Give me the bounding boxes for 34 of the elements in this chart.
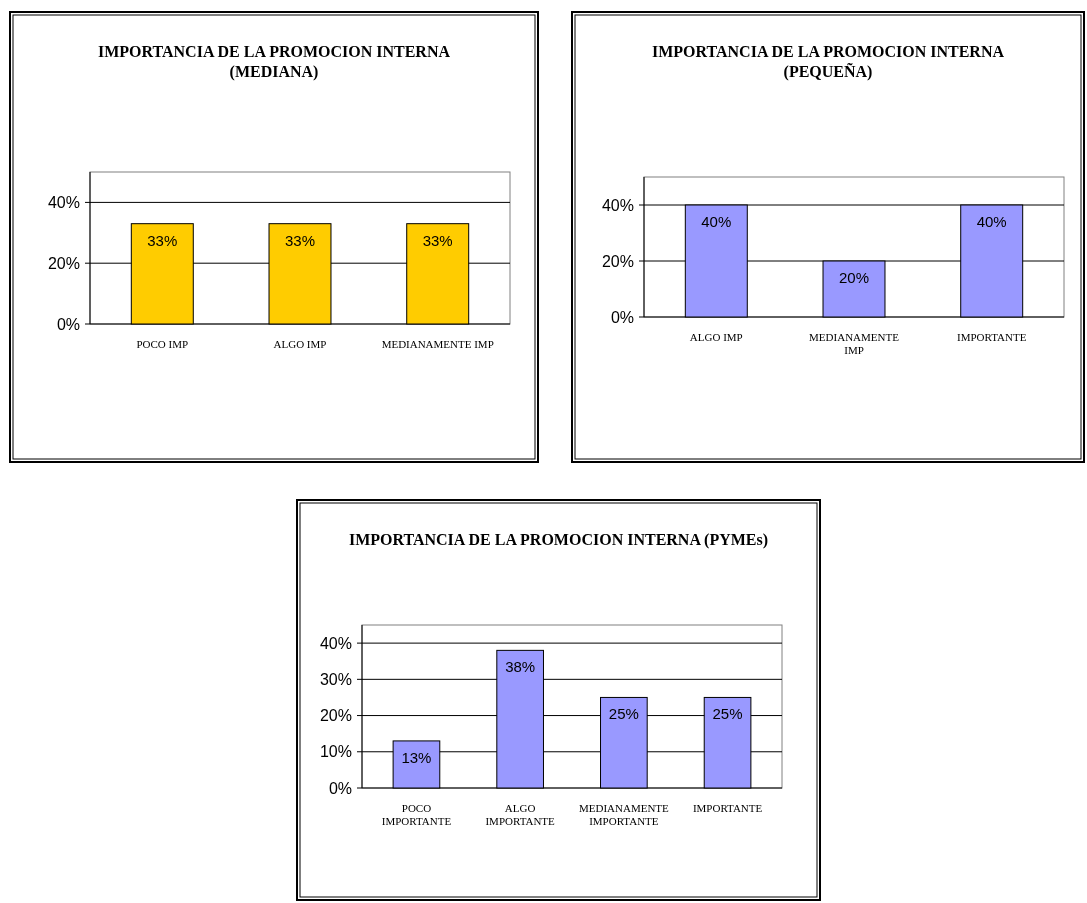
x-tick-label: POCO IMP	[136, 338, 189, 350]
data-label: 38%	[505, 658, 536, 676]
y-tick-label: 0%	[610, 308, 634, 326]
x-tick-label: ALGO IMPORTANTE	[485, 802, 556, 827]
chart-title: IMPORTANCIA DE LA PROMOCION INTERNA (PYMEs)	[348, 531, 769, 549]
y-tick-label: 20%	[319, 707, 352, 725]
y-tick-label: 20%	[47, 254, 80, 272]
x-tick-label: MEDIANAMENTE IMP	[381, 338, 494, 350]
y-tick-label: 0%	[328, 779, 352, 797]
y-tick-label: 40%	[319, 634, 352, 652]
x-tick-label: ALGO IMP	[689, 331, 743, 343]
chart-title: IMPORTANCIA DE LA PROMOCION INTERNA (MEDIANA)	[97, 43, 451, 81]
x-tick-label: MEDIANAMENTE IMPORTANTE	[578, 802, 670, 827]
data-label: 33%	[284, 231, 316, 249]
y-tick-label: 0%	[56, 315, 80, 333]
x-tick-label: POCO IMPORTANTE	[381, 802, 452, 827]
data-label: 40%	[701, 213, 732, 230]
y-tick-label: 30%	[319, 670, 352, 688]
y-tick-label: 40%	[601, 196, 634, 214]
y-tick-label: 10%	[319, 743, 352, 761]
data-label: 40%	[976, 213, 1007, 230]
y-tick-label: 20%	[601, 252, 634, 270]
chart-title: IMPORTANCIA DE LA PROMOCION INTERNA (PEQUEÑA)	[651, 43, 1005, 81]
data-label: 33%	[422, 231, 453, 249]
x-tick-label: ALGO IMP	[273, 338, 327, 350]
y-tick-label: 40%	[47, 194, 80, 211]
data-label: 13%	[401, 748, 432, 766]
data-label: 25%	[712, 705, 743, 723]
x-tick-label: MEDIANAMENTE IMP	[809, 331, 900, 356]
data-label: 33%	[147, 231, 178, 249]
x-tick-label: IMPORTANTE	[692, 802, 763, 814]
data-label: 25%	[608, 705, 639, 723]
data-label: 20%	[838, 269, 870, 286]
x-tick-label: IMPORTANTE	[957, 331, 1027, 343]
